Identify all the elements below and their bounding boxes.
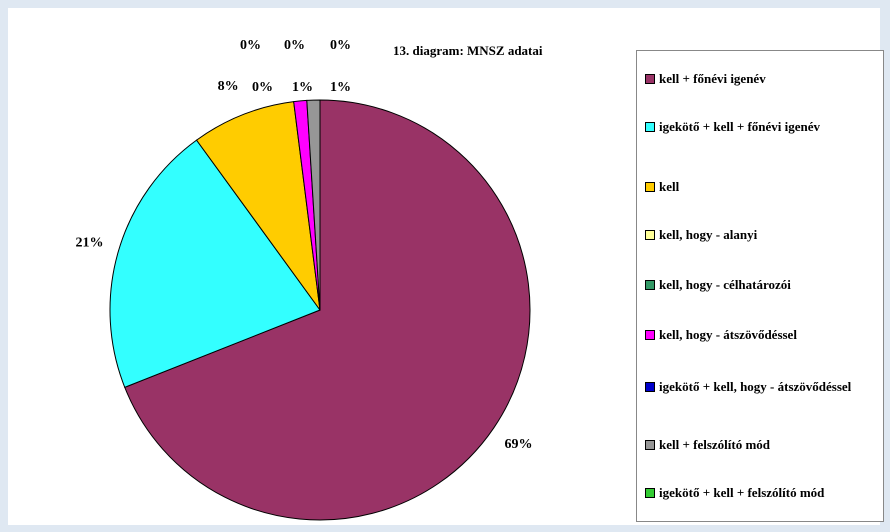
legend-label: kell, hogy - alanyi — [659, 227, 758, 242]
data-label: 8% — [218, 79, 239, 94]
legend-label: kell — [659, 179, 680, 194]
pie-slice — [109, 139, 321, 388]
data-label: 1% — [292, 80, 313, 95]
data-label: 0% — [330, 38, 351, 53]
legend-label: igekötő + kell, hogy - átszövődéssel — [659, 379, 852, 394]
legend: kell + főnévi igenév igekötő + kell + főn… — [636, 50, 884, 522]
legend-swatch — [645, 488, 655, 498]
legend-item: kell, hogy - átszövődéssel — [645, 325, 890, 345]
pie-slice — [306, 99, 321, 311]
legend-swatch — [645, 440, 655, 450]
data-label: 69% — [504, 437, 532, 452]
legend-label: igekötő + kell + felszólító mód — [659, 485, 825, 500]
chart: 13. diagram: MNSZ adatai 69% 21% 8% 0% 0% 1% 0… — [76, 38, 543, 521]
legend-item: igekötő + kell, hogy - átszövődéssel — [645, 377, 890, 397]
panel: 13. diagram: MNSZ adatai 69% 21% 8% 0% 0% 1% 0… — [8, 8, 884, 525]
legend-swatch — [645, 182, 655, 192]
legend-item: kell + főnévi igenév — [645, 69, 890, 89]
pie-slice — [195, 101, 321, 311]
pie-slice — [124, 99, 531, 521]
legend-swatch — [645, 330, 655, 340]
data-label: 1% — [330, 80, 351, 95]
legend-label: kell, hogy - célhatározói — [659, 277, 791, 292]
legend-item: kell, hogy - célhatározói — [645, 275, 890, 295]
legend-swatch — [645, 230, 655, 240]
legend-swatch — [645, 280, 655, 290]
legend-item: kell — [645, 177, 890, 197]
data-label: 21% — [76, 235, 104, 250]
data-label: 0% — [284, 38, 305, 53]
data-label: 0% — [240, 38, 261, 53]
legend-item: igekötő + kell + felszólító mód — [645, 483, 890, 503]
legend-label: igekötő + kell + főnévi igenév — [659, 119, 821, 134]
legend-swatch — [645, 382, 655, 392]
data-label: 0% — [252, 80, 273, 95]
legend-swatch — [645, 74, 655, 84]
legend-item: kell, hogy - alanyi — [645, 225, 890, 245]
legend-item: igekötő + kell + főnévi igenév — [645, 117, 890, 137]
legend-label: kell, hogy - átszövődéssel — [659, 327, 797, 342]
legend-label: kell + főnévi igenév — [659, 71, 766, 86]
legend-item: kell + felszólító mód — [645, 435, 890, 455]
legend-label: kell + felszólító mód — [659, 437, 771, 452]
legend-swatch — [645, 122, 655, 132]
chart-title: 13. diagram: MNSZ adatai — [393, 43, 543, 58]
